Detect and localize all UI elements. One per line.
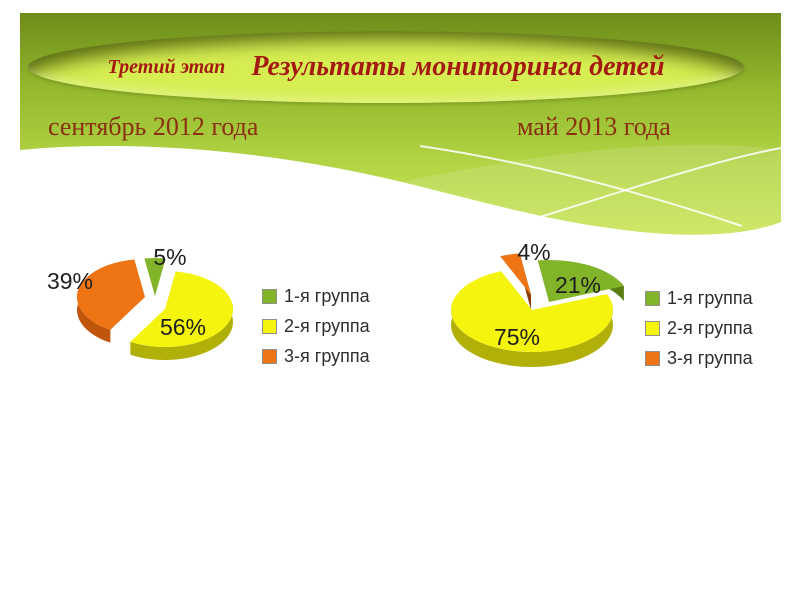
legend-label: 1-я группа	[667, 288, 753, 308]
legend-may: 1-я группа 2-я группа 3-я группа	[645, 288, 753, 369]
legend-item: 3-я группа	[645, 348, 753, 369]
legend-label: 2-я группа	[284, 316, 370, 336]
legend-label: 3-я группа	[284, 346, 370, 366]
legend-swatch-group1	[645, 291, 660, 306]
page-title: Результаты мониторинга детей	[251, 51, 665, 82]
legend-label: 3-я группа	[667, 348, 753, 368]
legend-item: 2-я группа	[262, 316, 370, 337]
legend-item: 2-я группа	[645, 318, 753, 339]
legend-item: 1-я группа	[262, 286, 370, 307]
legend-label: 2-я группа	[667, 318, 753, 338]
title-stage-label: Третий этап	[107, 55, 226, 78]
wave-line-ascending	[499, 147, 782, 230]
legend-item: 3-я группа	[262, 346, 370, 367]
legend-item: 1-я группа	[645, 288, 753, 309]
wave-line-descending	[419, 145, 743, 227]
legend-swatch-group3	[262, 349, 277, 364]
legend-swatch-group2	[262, 319, 277, 334]
light-wave-overlay	[402, 144, 781, 235]
legend-september: 1-я группа 2-я группа 3-я группа	[262, 286, 370, 367]
legend-swatch-group3	[645, 351, 660, 366]
heading-september-2012: сентябрь 2012 года	[48, 112, 259, 141]
legend-label: 1-я группа	[284, 286, 370, 306]
legend-swatch-group2	[645, 321, 660, 336]
legend-swatch-group1	[262, 289, 277, 304]
title-banner: Третий этап Результаты мониторинга детей	[28, 31, 744, 103]
heading-may-2013: май 2013 года	[517, 112, 671, 141]
